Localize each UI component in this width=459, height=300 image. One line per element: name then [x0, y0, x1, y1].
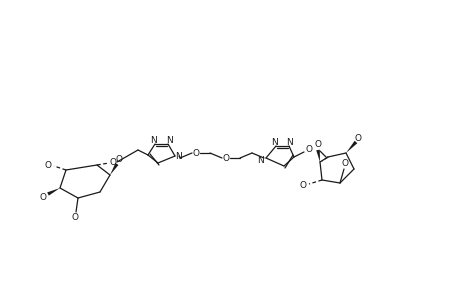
Text: N: N — [166, 136, 173, 145]
Text: N: N — [257, 155, 264, 164]
Polygon shape — [315, 150, 319, 162]
Text: O: O — [71, 214, 78, 223]
Text: O: O — [341, 158, 348, 167]
Text: O: O — [45, 160, 51, 169]
Text: N: N — [150, 136, 157, 145]
Polygon shape — [345, 141, 357, 153]
Text: N: N — [286, 137, 293, 146]
Text: O: O — [299, 181, 306, 190]
Text: O: O — [192, 148, 199, 158]
Text: O: O — [222, 154, 229, 163]
Text: O: O — [39, 194, 46, 202]
Text: N: N — [271, 137, 278, 146]
Text: O: O — [109, 158, 116, 166]
Text: N: N — [175, 152, 182, 160]
Text: O: O — [314, 140, 321, 148]
Text: O: O — [354, 134, 361, 142]
Polygon shape — [47, 188, 60, 196]
Polygon shape — [110, 163, 118, 175]
Text: O: O — [305, 145, 312, 154]
Text: O: O — [115, 154, 122, 164]
